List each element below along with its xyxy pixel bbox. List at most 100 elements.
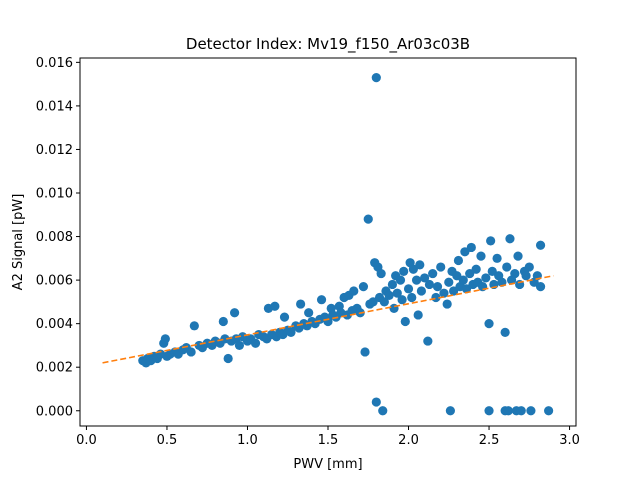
data-point	[439, 288, 449, 298]
x-tick-label: 1.0	[237, 433, 258, 448]
data-point	[423, 336, 433, 346]
data-point	[296, 299, 306, 309]
data-point	[461, 284, 472, 294]
plot-area: 0.0 0.5 1.0 1.5 2.0 2.5 3.0 0.0000.0020.0040.0…	[36, 56, 580, 448]
y-tick-label: 0.010	[36, 187, 73, 202]
data-point	[449, 286, 459, 296]
data-point	[371, 397, 381, 407]
data-point	[316, 295, 327, 305]
y-tick-label: 0.000	[36, 404, 73, 419]
data-point	[160, 334, 170, 344]
x-tick-label: 1.5	[318, 433, 339, 448]
data-point	[513, 251, 523, 261]
y-tick-label: 0.004	[36, 317, 73, 332]
data-point	[395, 275, 406, 285]
data-point	[279, 312, 290, 322]
y-axis-ticks: 0.000 0.002 0.004 0.006 0.008 0.010 0.012 0.014…	[36, 56, 80, 419]
fit-line-layer	[102, 274, 554, 364]
data-point	[420, 273, 430, 283]
x-tick-label: 2.5	[479, 433, 500, 448]
data-point	[189, 321, 199, 331]
data-point	[399, 266, 409, 276]
data-point	[465, 268, 475, 279]
x-tick-label: 3.0	[559, 433, 580, 448]
data-point	[376, 268, 386, 279]
y-tick-label: 0.016	[36, 56, 73, 71]
data-point	[503, 406, 513, 416]
data-point	[486, 236, 496, 246]
data-point	[544, 406, 554, 416]
x-tick-label: 2.0	[398, 433, 419, 448]
data-point	[186, 347, 196, 357]
data-point	[466, 242, 476, 253]
data-point	[524, 262, 534, 272]
data-point	[521, 271, 531, 281]
y-tick-label: 0.014	[36, 99, 73, 114]
x-tick-label: 0.5	[157, 433, 178, 448]
x-axis-ticks: 0.0 0.5 1.0 1.5 2.0 2.5 3.0	[76, 426, 580, 448]
data-point	[510, 268, 520, 279]
data-point	[492, 253, 502, 263]
data-point	[411, 275, 422, 285]
data-point	[413, 310, 423, 320]
data-point	[445, 406, 455, 416]
data-point	[460, 247, 470, 257]
data-point	[397, 295, 407, 305]
y-tick-label: 0.012	[36, 143, 73, 158]
y-tick-label: 0.008	[36, 230, 73, 245]
data-point	[270, 301, 280, 311]
data-point	[387, 279, 398, 290]
data-point	[471, 264, 481, 274]
data-point	[526, 406, 536, 416]
data-point	[392, 288, 402, 298]
data-point	[476, 251, 486, 261]
data-point	[415, 260, 425, 270]
data-point	[516, 406, 526, 416]
y-tick-label: 0.002	[36, 361, 73, 376]
data-point	[371, 73, 381, 83]
data-point	[535, 240, 546, 250]
data-point	[358, 282, 369, 292]
scatter-points	[138, 73, 554, 416]
data-point	[500, 327, 510, 337]
data-point	[363, 214, 373, 224]
data-point	[502, 262, 512, 272]
data-point	[218, 316, 228, 327]
data-point	[442, 299, 452, 309]
data-point	[453, 255, 464, 266]
data-point	[487, 266, 497, 276]
data-point	[424, 279, 435, 290]
fit-line	[102, 274, 554, 364]
data-point	[431, 292, 441, 303]
chart-title: Detector Index: Mv19_f150_Ar03c03B	[186, 35, 470, 54]
data-point	[408, 264, 418, 274]
data-point	[505, 234, 515, 244]
data-point	[400, 316, 410, 327]
data-point	[360, 347, 370, 357]
data-point	[286, 327, 296, 337]
data-point	[407, 292, 417, 303]
data-point	[432, 282, 443, 292]
data-point	[250, 338, 261, 348]
y-tick-label: 0.006	[36, 274, 73, 289]
data-point	[379, 297, 389, 307]
data-point	[458, 275, 468, 285]
data-point	[481, 273, 491, 283]
data-point	[484, 319, 494, 329]
data-point	[416, 286, 426, 296]
data-point	[535, 282, 546, 292]
data-point	[452, 271, 462, 281]
data-point	[484, 406, 494, 416]
x-axis-label: PWV [mm]	[293, 457, 362, 472]
data-point	[444, 277, 454, 287]
data-point	[403, 284, 414, 294]
data-point	[436, 262, 446, 272]
data-point	[368, 297, 378, 307]
data-point	[223, 353, 233, 364]
data-point	[384, 290, 394, 300]
y-axis-label: A2 Signal [pW]	[11, 194, 26, 291]
data-point	[230, 308, 240, 318]
data-point	[349, 286, 359, 296]
